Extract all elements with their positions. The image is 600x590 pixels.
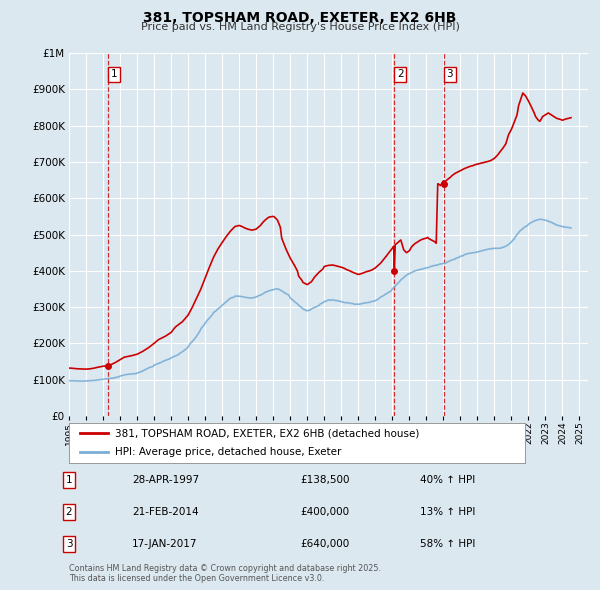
Text: 17-JAN-2017: 17-JAN-2017 <box>132 539 197 549</box>
Text: 381, TOPSHAM ROAD, EXETER, EX2 6HB: 381, TOPSHAM ROAD, EXETER, EX2 6HB <box>143 11 457 25</box>
Text: 2: 2 <box>65 507 73 517</box>
Text: 381, TOPSHAM ROAD, EXETER, EX2 6HB (detached house): 381, TOPSHAM ROAD, EXETER, EX2 6HB (deta… <box>115 428 419 438</box>
Text: Price paid vs. HM Land Registry's House Price Index (HPI): Price paid vs. HM Land Registry's House … <box>140 22 460 32</box>
Text: 1: 1 <box>65 475 73 485</box>
Text: £138,500: £138,500 <box>300 475 349 485</box>
Text: 3: 3 <box>65 539 73 549</box>
Text: Contains HM Land Registry data © Crown copyright and database right 2025.
This d: Contains HM Land Registry data © Crown c… <box>69 563 381 583</box>
Text: 13% ↑ HPI: 13% ↑ HPI <box>420 507 475 517</box>
Text: 2: 2 <box>397 70 404 80</box>
Text: 1: 1 <box>111 70 118 80</box>
Text: 28-APR-1997: 28-APR-1997 <box>132 475 199 485</box>
Text: £400,000: £400,000 <box>300 507 349 517</box>
Text: 21-FEB-2014: 21-FEB-2014 <box>132 507 199 517</box>
Text: 40% ↑ HPI: 40% ↑ HPI <box>420 475 475 485</box>
Text: 3: 3 <box>446 70 453 80</box>
Text: £640,000: £640,000 <box>300 539 349 549</box>
Text: HPI: Average price, detached house, Exeter: HPI: Average price, detached house, Exet… <box>115 447 341 457</box>
Text: 58% ↑ HPI: 58% ↑ HPI <box>420 539 475 549</box>
